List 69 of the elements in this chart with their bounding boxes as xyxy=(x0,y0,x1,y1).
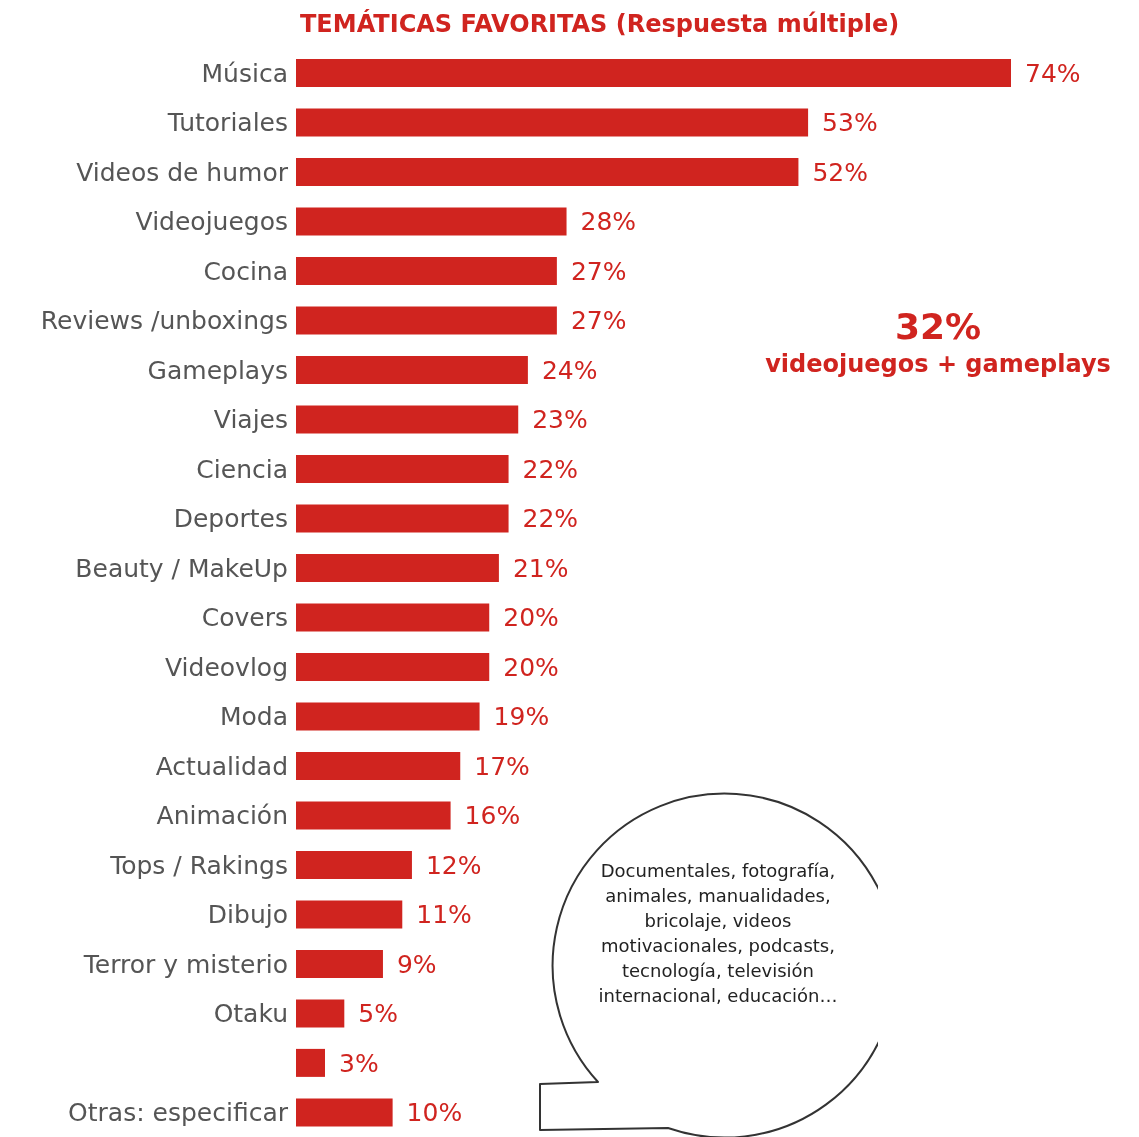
y-tick-label: Videovlog xyxy=(165,652,288,682)
bar xyxy=(296,652,490,681)
y-tick-label: Ciencia xyxy=(196,454,288,484)
data-label: 3% xyxy=(338,1048,379,1078)
y-tick-label: Animación xyxy=(156,801,288,831)
data-label: 27% xyxy=(570,256,627,286)
bar xyxy=(296,207,567,236)
bar xyxy=(296,256,557,285)
y-tick-label: Viajes xyxy=(213,405,288,435)
data-label: 19% xyxy=(493,702,550,732)
bar xyxy=(296,850,412,879)
bar xyxy=(296,999,345,1028)
y-tick-label: Terror y misterio xyxy=(82,949,288,979)
y-tick-label: Tops / Rakings xyxy=(109,850,288,880)
y-tick-label: Cocina xyxy=(203,256,288,286)
bar xyxy=(296,702,480,731)
bar xyxy=(296,108,809,137)
data-label: 21% xyxy=(512,553,569,583)
data-label: 12% xyxy=(425,850,482,880)
y-tick-label: Beauty / MakeUp xyxy=(75,553,288,583)
bar xyxy=(296,454,509,483)
data-label: 10% xyxy=(406,1098,463,1128)
bar xyxy=(296,900,403,929)
y-tick-label: Videos de humor xyxy=(76,157,289,187)
y-tick-label: Videojuegos xyxy=(135,207,288,237)
bar xyxy=(296,306,557,335)
bar xyxy=(296,1048,325,1077)
y-tick-label: Actualidad xyxy=(155,751,288,781)
y-tick-label: Reviews /unboxings xyxy=(40,306,288,336)
y-tick-label: Covers xyxy=(201,603,288,633)
data-label: 74% xyxy=(1025,58,1081,88)
annotation: videojuegos + gameplays xyxy=(764,350,1112,378)
y-tick-label: Otaku xyxy=(213,999,288,1029)
bar xyxy=(296,504,509,533)
data-label: 22% xyxy=(522,504,579,534)
data-label: 17% xyxy=(474,751,530,781)
data-label: 20% xyxy=(503,652,559,682)
y-tick-label: Deportes xyxy=(173,504,288,534)
data-label: 28% xyxy=(580,207,637,237)
data-label: 22% xyxy=(522,454,579,484)
data-label: 16% xyxy=(464,801,521,831)
data-label: 11% xyxy=(416,900,472,930)
data-label: 20% xyxy=(503,603,559,633)
bar xyxy=(296,949,383,978)
bar xyxy=(296,603,490,632)
data-label: 24% xyxy=(541,355,598,385)
y-tick-label: Dibujo xyxy=(207,900,288,930)
data-label: 9% xyxy=(396,949,437,979)
bar xyxy=(296,157,799,186)
annotation: Documentales, fotografía, animales, manualidades, bricolaje, videos motivacionales, podcasts, tecnología, televisión internacional, educación… xyxy=(597,859,839,1008)
y-tick-label: Moda xyxy=(219,702,288,732)
y-tick-label: Otras: especificar xyxy=(68,1098,289,1128)
chart-title: TEMÁTICAS FAVORITAS (Respuesta múltiple) xyxy=(300,10,900,38)
bar xyxy=(296,553,499,582)
data-label: 53% xyxy=(822,108,878,138)
bar xyxy=(296,751,461,780)
data-label: 5% xyxy=(358,999,398,1029)
y-tick-label: Música xyxy=(201,58,288,88)
bar xyxy=(296,801,451,830)
y-tick-label: Tutoriales xyxy=(166,108,288,138)
data-label: 27% xyxy=(570,306,627,336)
data-label: 52% xyxy=(812,157,869,187)
bar xyxy=(296,1098,393,1127)
bar xyxy=(296,355,528,384)
data-label: 23% xyxy=(532,405,588,435)
bar xyxy=(296,58,1011,87)
bar xyxy=(296,405,519,434)
y-tick-label: Gameplays xyxy=(147,355,288,385)
annotation: 32% xyxy=(893,306,983,347)
